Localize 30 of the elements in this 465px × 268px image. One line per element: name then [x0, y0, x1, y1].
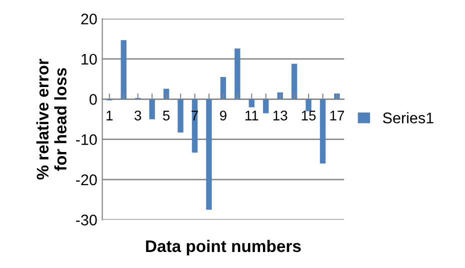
x-tick-label: 15 — [302, 110, 316, 120]
bar — [248, 99, 254, 108]
y-tick-label: -10 — [76, 134, 97, 146]
y-tick-label: 20 — [81, 14, 97, 24]
bar — [320, 99, 326, 164]
x-axis-title: Data point numbers — [146, 240, 301, 256]
bar — [163, 88, 170, 100]
bar — [277, 92, 283, 100]
bar — [149, 99, 155, 120]
bar — [206, 99, 212, 210]
bar — [178, 99, 184, 133]
y-axis-title: % relative error for head loss — [36, 58, 67, 180]
y-tick-label: -20 — [76, 174, 97, 186]
bar — [291, 64, 298, 100]
x-tick-label: 17 — [330, 110, 344, 120]
bar — [263, 99, 269, 114]
x-tick-label: 3 — [134, 110, 142, 120]
x-tick-label: 9 — [220, 110, 226, 120]
x-tick-label: 5 — [163, 110, 170, 120]
bar — [306, 99, 312, 112]
y-tick-label: 10 — [82, 54, 97, 65]
x-tick-label: 13 — [273, 110, 288, 120]
y-tick-label: 0 — [90, 94, 97, 105]
y-tick-label: -30 — [76, 214, 97, 226]
bar — [120, 40, 126, 100]
bar — [220, 77, 226, 100]
legend-label: Series1 — [382, 112, 434, 124]
x-tick-label: 11 — [245, 110, 258, 120]
bar — [234, 48, 240, 100]
x-tick-label: 1 — [106, 110, 113, 120]
